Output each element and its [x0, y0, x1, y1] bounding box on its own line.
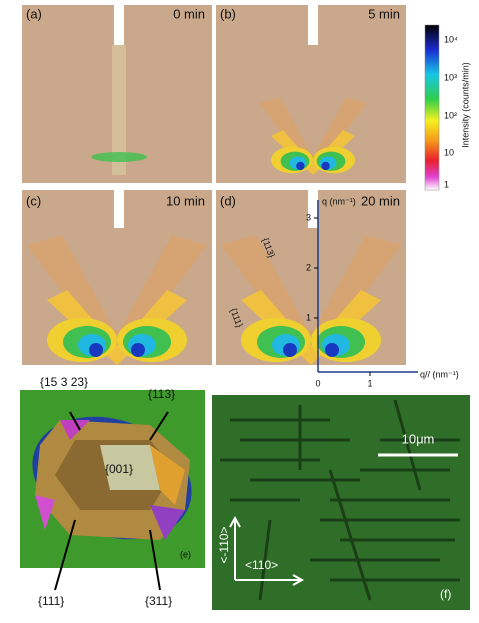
panel-f: 10μm <-110> <110> (f)	[212, 395, 470, 610]
time-label: 10 min	[166, 193, 205, 208]
direction-label: <110>	[245, 558, 278, 572]
panel-b: (b) 5 min	[216, 5, 406, 183]
colorbar: 10⁴ 10³ 10² 10 1 Intensity (counts/min)	[425, 25, 470, 190]
facet-label: {001}	[105, 462, 133, 476]
figure: (a) 0 min (b) 5 min 10⁴ 10³ 10² 10 1 Int…	[0, 0, 479, 623]
colorbar-tick: 10³	[444, 72, 457, 82]
colorbar-tick: 1	[444, 179, 449, 189]
y-tick-label: 2	[306, 262, 311, 272]
direction-label: <-110>	[217, 526, 231, 563]
time-label: 20 min	[361, 193, 400, 208]
colorbar-tick: 10⁴	[444, 34, 458, 44]
colorbar-tick: 10²	[444, 110, 457, 120]
panel-label: (a)	[26, 6, 42, 21]
x-axis-label: q// (nm⁻¹)	[420, 369, 459, 379]
panel-label: (b)	[220, 6, 236, 21]
panel-label: (c)	[26, 193, 41, 208]
panel-label: (f)	[440, 587, 451, 601]
panel-label: (d)	[220, 193, 236, 208]
facet-label: {111}	[38, 594, 64, 608]
facet-label: {311}	[145, 594, 172, 608]
panel-e: {15 3 23} {113} {001} {111} {311} (e)	[15, 375, 209, 608]
x-tick-label: 1	[367, 378, 372, 388]
colorbar-title: Intensity (counts/min)	[460, 62, 470, 148]
panel-label: (e)	[180, 549, 191, 559]
panel-a: (a) 0 min	[22, 5, 212, 183]
y-tick-label: 1	[306, 312, 311, 322]
facet-label: {15 3 23}	[40, 375, 88, 389]
x-tick-label: 0	[315, 378, 320, 388]
facet-label: {113}	[148, 387, 175, 401]
scale-bar-label: 10μm	[402, 431, 435, 446]
colorbar-tick: 10	[444, 147, 454, 157]
panel-d: 1 2 3 0 1 q (nm⁻¹) q// (nm⁻¹) {113} {111…	[216, 190, 459, 388]
time-label: 5 min	[368, 6, 400, 21]
panel-c: (c) 10 min	[22, 190, 212, 365]
y-tick-label: 3	[306, 212, 311, 222]
y-axis-label: q (nm⁻¹)	[322, 196, 356, 206]
time-label: 0 min	[173, 6, 205, 21]
